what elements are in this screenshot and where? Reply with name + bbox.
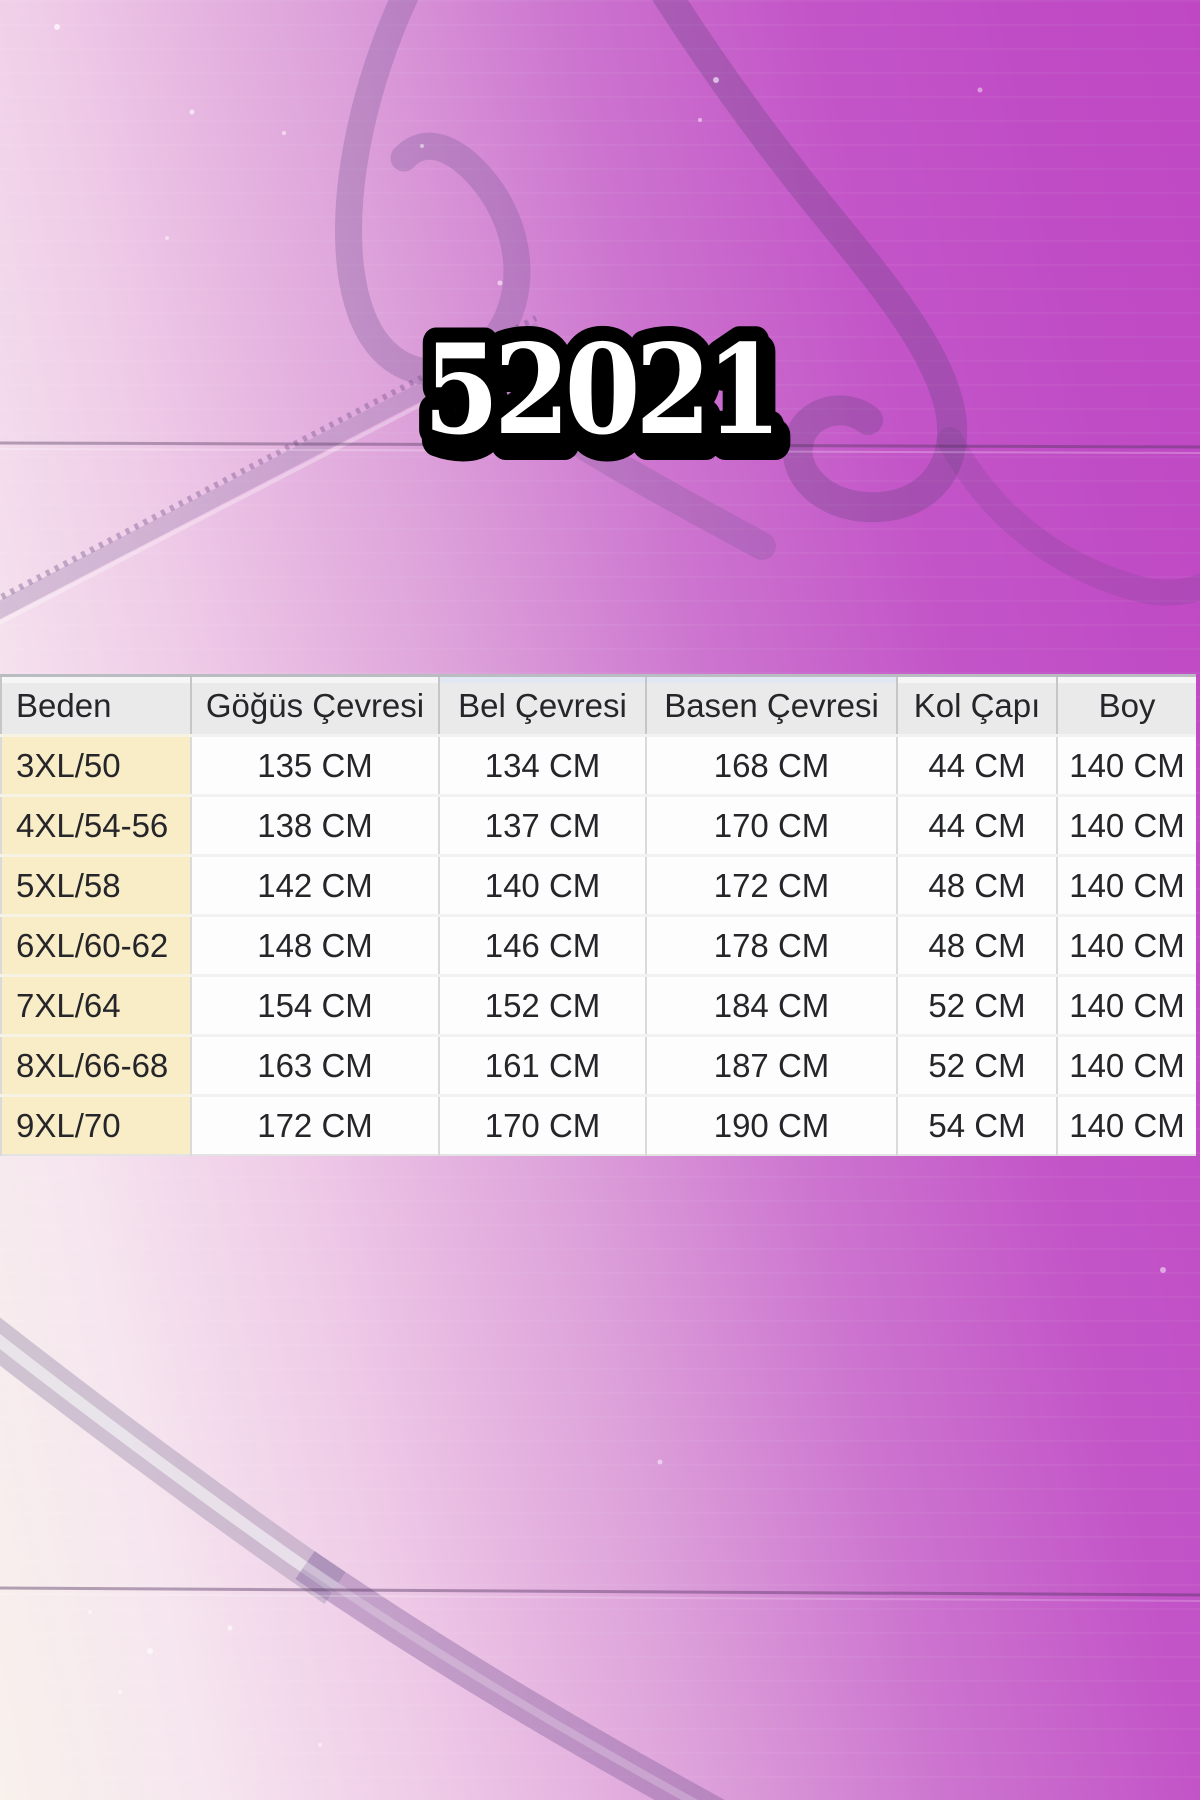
measurement-cell: 140 CM [1056,1094,1196,1155]
size-cell: 6XL/60-62 [0,914,191,976]
measurement-cell: 146 CM [438,914,646,976]
measurement-cell: 140 CM [1056,794,1196,856]
size-cell: 4XL/54-56 [0,794,191,856]
measurement-cell: 154 CM [190,974,439,1036]
measurement-cell: 52 CM [896,1034,1057,1096]
measurement-cell: 44 CM [896,794,1057,856]
measurement-cell: 190 CM [645,1094,897,1155]
size-cell: 8XL/66-68 [0,1034,191,1096]
measurement-cell: 135 CM [190,734,439,796]
product-code-block: 52021 52021 [409,302,802,489]
table-row: 9XL/70 172 CM 170 CM 190 CM 54 CM 140 CM [0,1094,1196,1155]
size-cell: 7XL/64 [0,974,191,1036]
measurement-cell: 184 CM [645,974,897,1036]
product-code: 52021 [423,316,776,463]
column-header-g-s-evresi: Göğüs Çevresi [190,675,439,737]
measurement-cell: 134 CM [438,734,646,796]
measurement-cell: 142 CM [190,854,439,916]
measurement-cell: 161 CM [438,1034,646,1096]
table-row: 4XL/54-56 138 CM 137 CM 170 CM 44 CM 140 CM [0,794,1196,856]
measurement-cell: 48 CM [896,914,1057,976]
column-header-bel-evresi: Bel Çevresi [438,675,646,737]
column-header-kol-ap-: Kol Çapı [896,675,1057,737]
measurement-cell: 163 CM [190,1034,439,1096]
measurement-cell: 187 CM [645,1034,897,1096]
measurement-cell: 172 CM [190,1094,439,1155]
measurement-cell: 140 CM [1056,1034,1196,1096]
measurement-cell: 140 CM [1056,734,1196,796]
column-header-basen-evresi: Basen Çevresi [645,675,897,737]
size-chart-table: Beden Göğüs Çevresi Bel Çevresi Basen Çevre… [0,674,1196,1156]
product-code-shadow: 52021 [428,326,781,473]
size-cell: 3XL/50 [0,734,191,796]
measurement-cell: 172 CM [645,854,897,916]
measurement-cell: 140 CM [1056,854,1196,916]
table-row: 7XL/64 154 CM 152 CM 184 CM 52 CM 140 CM [0,974,1196,1036]
size-cell: 5XL/58 [0,854,191,916]
table-row: 3XL/50 135 CM 134 CM 168 CM 44 CM 140 CM [0,734,1196,796]
measurement-cell: 140 CM [438,854,646,916]
measurement-cell: 152 CM [438,974,646,1036]
measurement-cell: 148 CM [190,914,439,976]
size-cell: 9XL/70 [0,1094,191,1155]
measurement-cell: 48 CM [896,854,1057,916]
column-header-boy: Boy [1056,675,1196,737]
measurement-cell: 137 CM [438,794,646,856]
table-row: 5XL/58 142 CM 140 CM 172 CM 48 CM 140 CM [0,854,1196,916]
measurement-cell: 140 CM [1056,974,1196,1036]
measurement-cell: 140 CM [1056,914,1196,976]
size-table-header-row: Beden Göğüs Çevresi Bel Çevresi Basen Çevre… [0,675,1196,737]
measurement-cell: 170 CM [645,794,897,856]
measurement-cell: 168 CM [645,734,897,796]
measurement-cell: 44 CM [896,734,1057,796]
column-header-beden: Beden [0,675,191,737]
size-table-body: 3XL/50 135 CM 134 CM 168 CM 44 CM 140 CM 4XL/5… [0,734,1196,1155]
table-row: 8XL/66-68 163 CM 161 CM 187 CM 52 CM 140 CM [0,1034,1196,1096]
measurement-cell: 52 CM [896,974,1057,1036]
measurement-cell: 170 CM [438,1094,646,1155]
measurement-cell: 178 CM [645,914,897,976]
measurement-cell: 54 CM [896,1094,1057,1155]
measurement-cell: 138 CM [190,794,439,856]
table-row: 6XL/60-62 148 CM 146 CM 178 CM 48 CM 140 CM [0,914,1196,976]
